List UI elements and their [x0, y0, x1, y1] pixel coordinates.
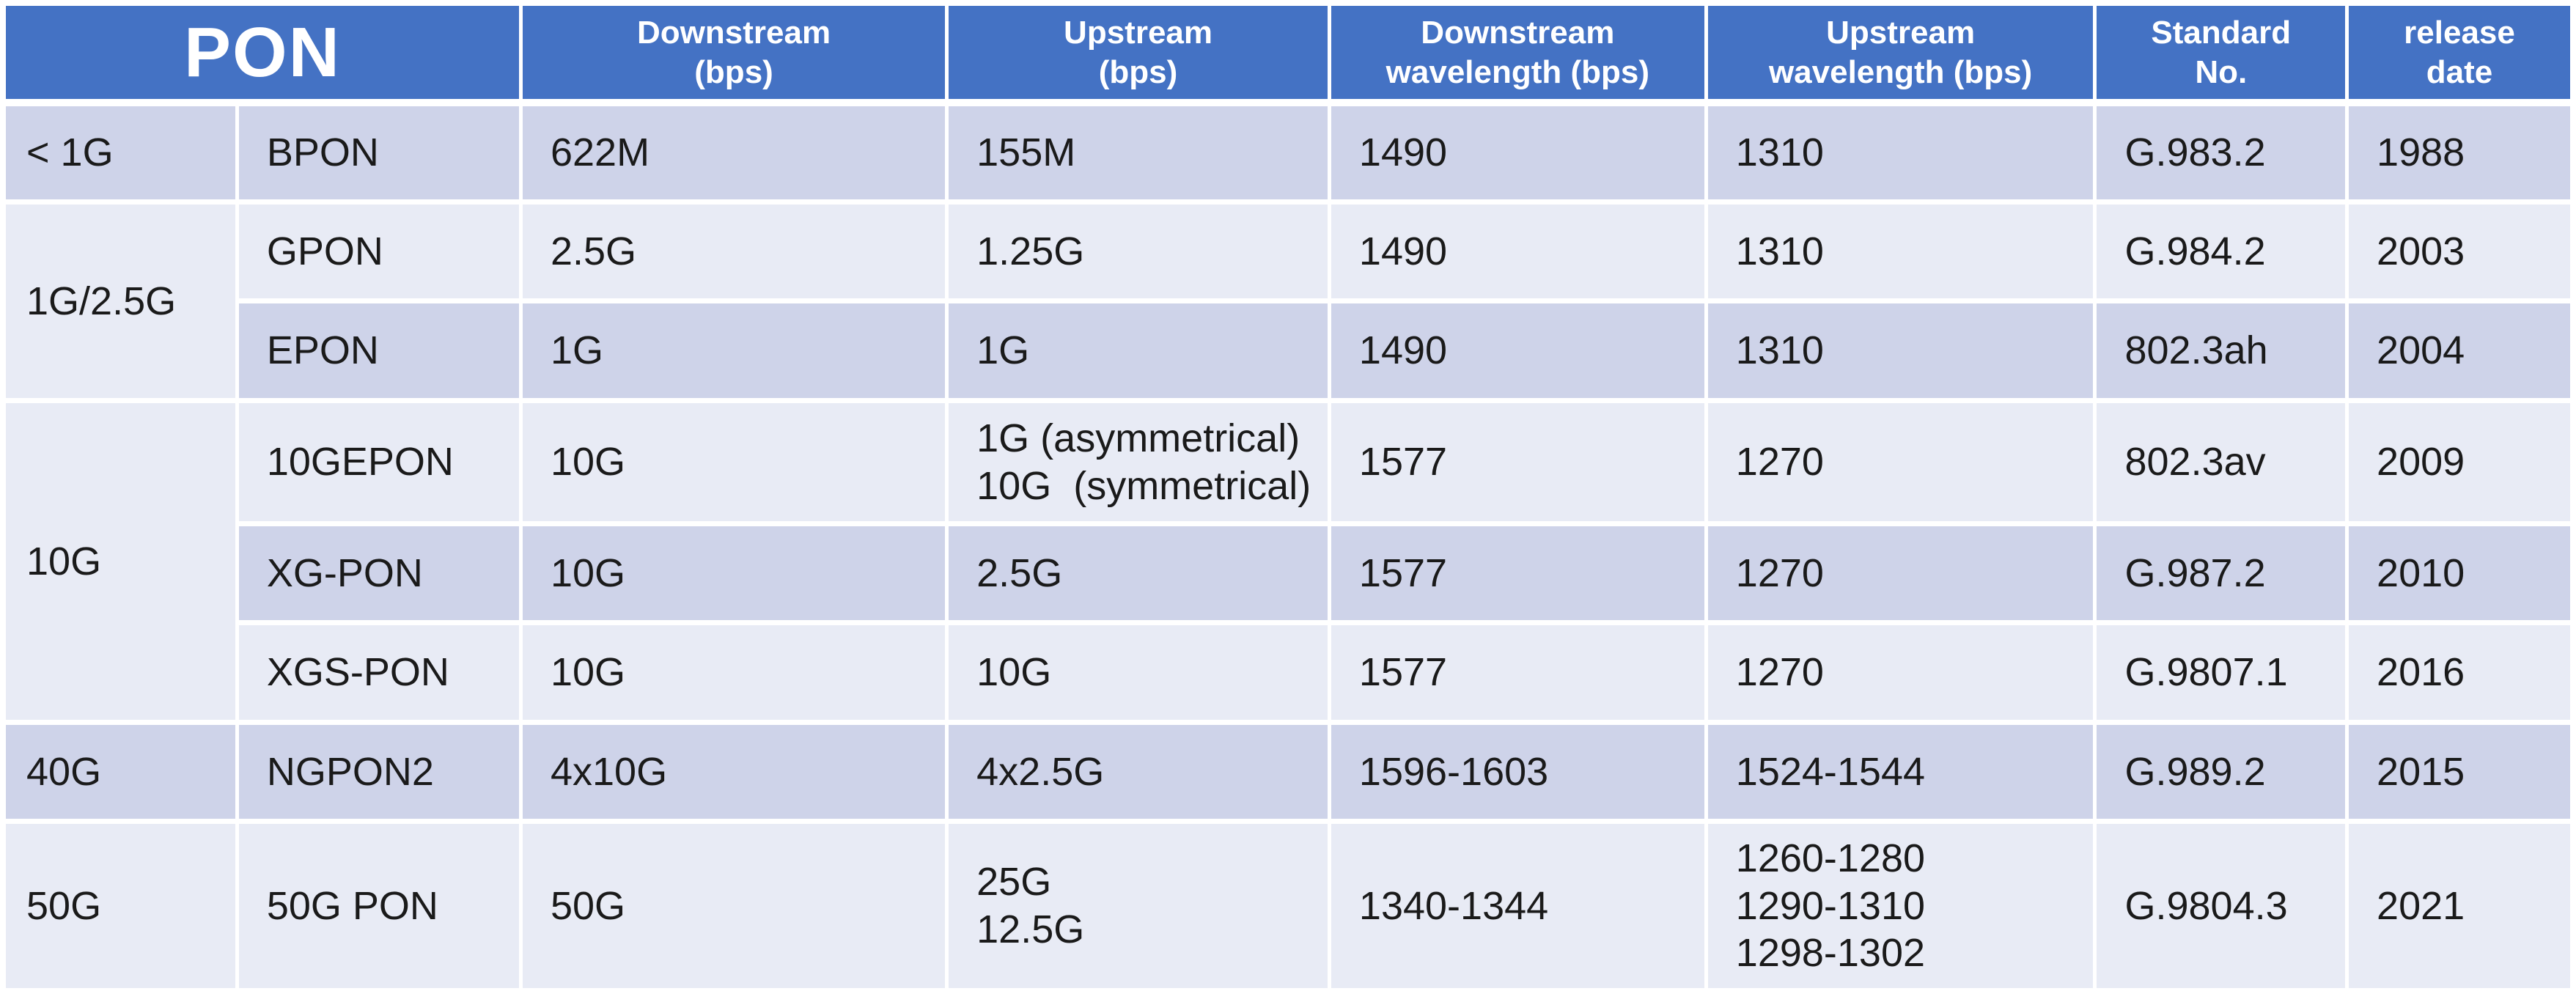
row6-name-cell: NGPON2 [238, 725, 519, 819]
row5-release-cell: 2016 [2349, 625, 2570, 720]
row7-standard-cell: G.9804.3 [2097, 824, 2346, 988]
row7-upstream-wavelength-cell: 1260-1280 1290-1310 1298-1302 [1707, 824, 2094, 988]
row2-standard-cell: 802.3ah [2097, 303, 2346, 398]
row6-upstream-wavelength-cell: 1524-1544 [1707, 725, 2094, 819]
row7-upstream-cell: 25G 12.5G [949, 824, 1328, 988]
row7-release-cell: 2021 [2349, 824, 2570, 988]
row4-downstream-cell: 10G [522, 526, 946, 620]
row6-upstream-cell: 4x2.5G [949, 725, 1328, 819]
row0-downstream-wavelength-cell: 1490 [1331, 106, 1704, 199]
row1-standard-cell: G.984.2 [2097, 205, 2346, 298]
row1-upstream-wavelength-cell: 1310 [1707, 205, 2094, 298]
row5-downstream-cell: 10G [522, 625, 946, 720]
row4-upstream-wavelength-cell: 1270 [1707, 526, 2094, 620]
group-cell-10g: 10G [6, 403, 235, 720]
header-release-date: release date [2349, 6, 2570, 99]
row3-name-cell: 10GEPON [238, 403, 519, 521]
header-pon: PON [6, 6, 519, 99]
row0-name-cell: BPON [238, 106, 519, 199]
row3-standard-cell: 802.3av [2097, 403, 2346, 521]
row4-release-cell: 2010 [2349, 526, 2570, 620]
row3-upstream-wavelength-cell: 1270 [1707, 403, 2094, 521]
row6-standard-cell: G.989.2 [2097, 725, 2346, 819]
group-cell-40g: 40G [6, 725, 235, 819]
header-upstream-wavelength: Upstream wavelength (bps) [1707, 6, 2094, 99]
table-body: < 1G BPON 622M 155M 1490 1310 G.983.2 19… [6, 106, 2570, 988]
group-cell-lt1g: < 1G [6, 106, 235, 199]
row7-downstream-cell: 50G [522, 824, 946, 988]
row7-name-cell: 50G PON [238, 824, 519, 988]
row0-standard-cell: G.983.2 [2097, 106, 2346, 199]
row5-downstream-wavelength-cell: 1577 [1331, 625, 1704, 720]
row6-release-cell: 2015 [2349, 725, 2570, 819]
group-cell-1g-2-5g: 1G/2.5G [6, 205, 235, 398]
group-cell-50g: 50G [6, 824, 235, 988]
row7-downstream-wavelength-cell: 1340-1344 [1331, 824, 1704, 988]
row5-upstream-cell: 10G [949, 625, 1328, 720]
header-upstream-bps: Upstream (bps) [949, 6, 1328, 99]
row4-name-cell: XG-PON [238, 526, 519, 620]
row4-downstream-wavelength-cell: 1577 [1331, 526, 1704, 620]
row2-upstream-wavelength-cell: 1310 [1707, 303, 2094, 398]
row5-name-cell: XGS-PON [238, 625, 519, 720]
row6-downstream-wavelength-cell: 1596-1603 [1331, 725, 1704, 819]
row5-standard-cell: G.9807.1 [2097, 625, 2346, 720]
row1-downstream-wavelength-cell: 1490 [1331, 205, 1704, 298]
row2-downstream-cell: 1G [522, 303, 946, 398]
row3-release-cell: 2009 [2349, 403, 2570, 521]
row3-downstream-cell: 10G [522, 403, 946, 521]
row0-downstream-cell: 622M [522, 106, 946, 199]
row1-upstream-cell: 1.25G [949, 205, 1328, 298]
row1-downstream-cell: 2.5G [522, 205, 946, 298]
row4-standard-cell: G.987.2 [2097, 526, 2346, 620]
table-header-row: PON Downstream (bps) Upstream (bps) Down… [6, 6, 2570, 99]
row3-upstream-cell: 1G (asymmetrical) 10G (symmetrical) [949, 403, 1328, 521]
header-downstream-wavelength: Downstream wavelength (bps) [1331, 6, 1704, 99]
header-downstream-bps: Downstream (bps) [522, 6, 946, 99]
row2-upstream-cell: 1G [949, 303, 1328, 398]
row6-downstream-cell: 4x10G [522, 725, 946, 819]
row1-release-cell: 2003 [2349, 205, 2570, 298]
row1-name-cell: GPON [238, 205, 519, 298]
row3-downstream-wavelength-cell: 1577 [1331, 403, 1704, 521]
row2-downstream-wavelength-cell: 1490 [1331, 303, 1704, 398]
row0-upstream-wavelength-cell: 1310 [1707, 106, 2094, 199]
header-standard-no: Standard No. [2097, 6, 2346, 99]
row2-release-cell: 2004 [2349, 303, 2570, 398]
row0-upstream-cell: 155M [949, 106, 1328, 199]
row2-name-cell: EPON [238, 303, 519, 398]
row0-release-cell: 1988 [2349, 106, 2570, 199]
row5-upstream-wavelength-cell: 1270 [1707, 625, 2094, 720]
row4-upstream-cell: 2.5G [949, 526, 1328, 620]
